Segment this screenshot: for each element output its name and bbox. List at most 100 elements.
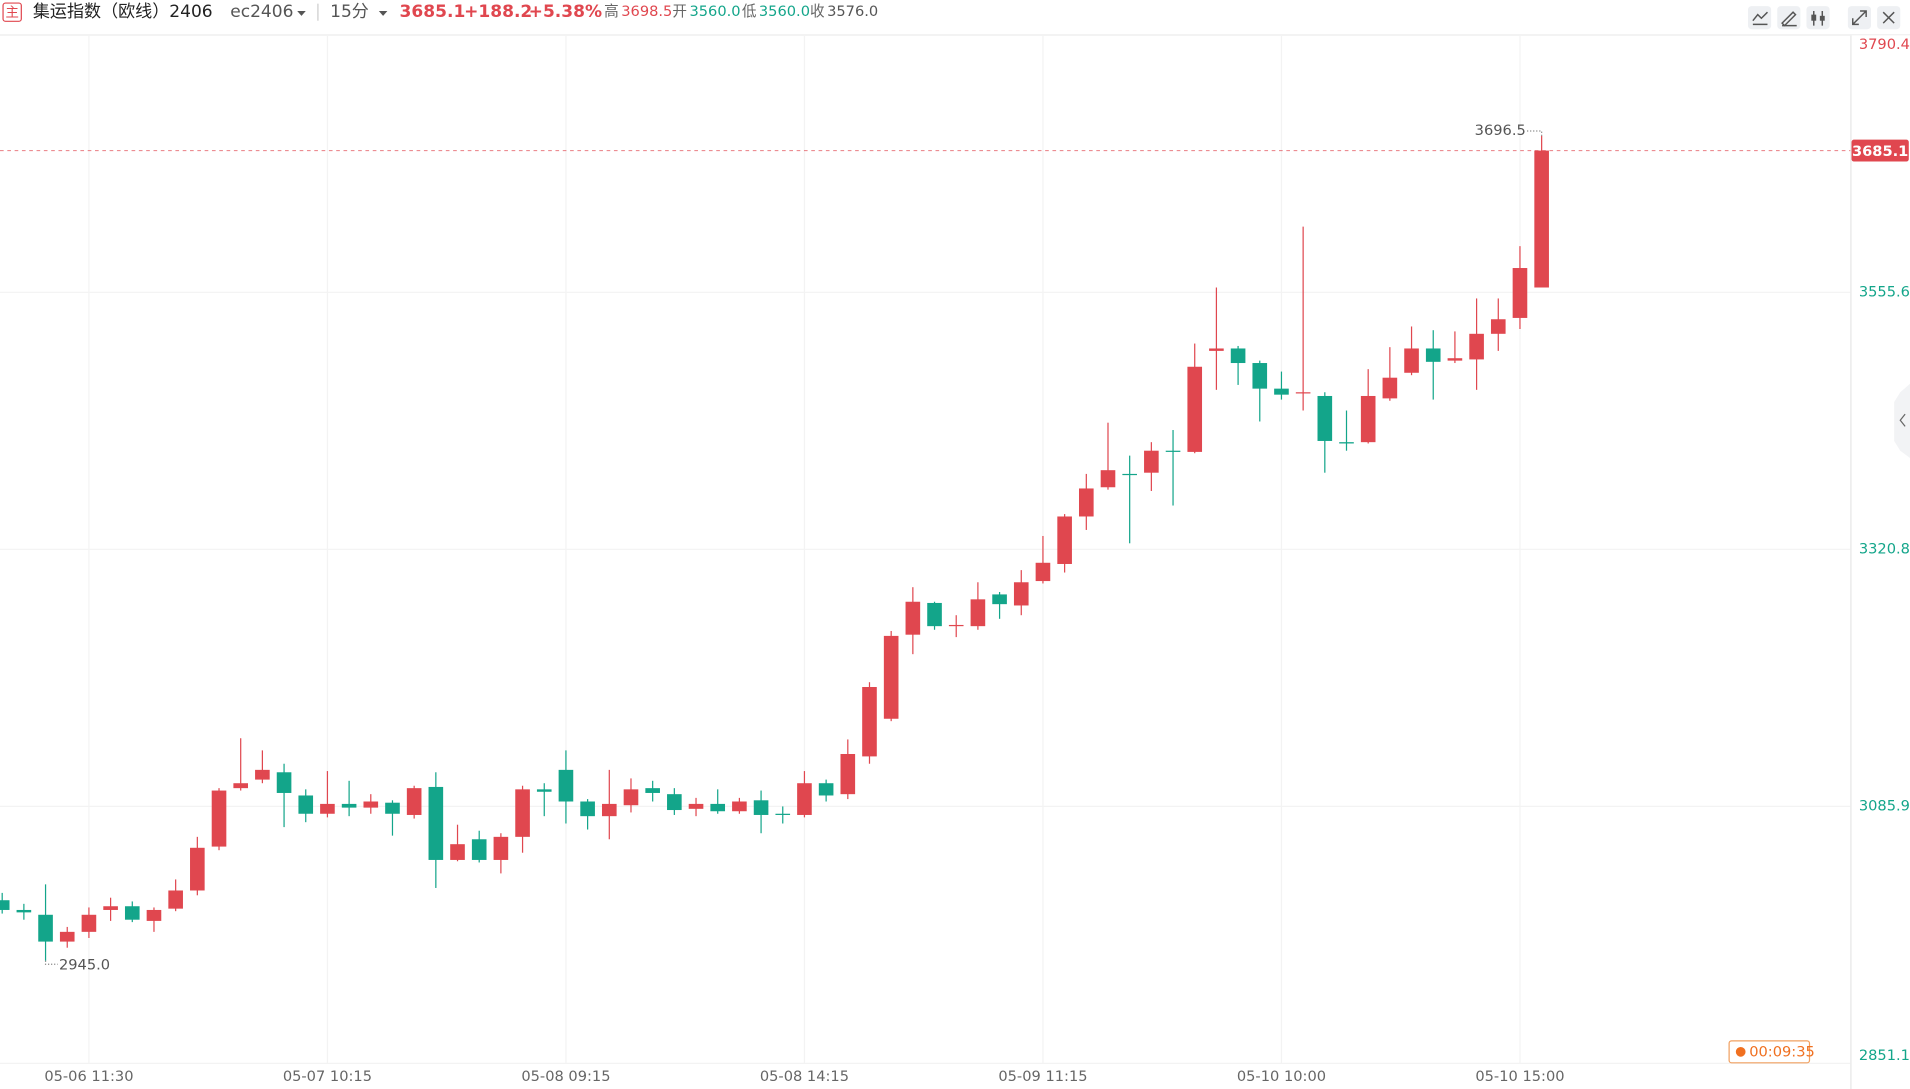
candle-body (1295, 392, 1311, 394)
candle-body (103, 906, 118, 910)
candle-body (753, 800, 769, 815)
y-tick-label: 2851.1 (1859, 1047, 1910, 1064)
candle-body (59, 931, 75, 942)
candle-body (428, 786, 444, 860)
candle-body (580, 801, 595, 817)
dropdown-caret[interactable] (297, 10, 306, 16)
tool-candle-icon (1811, 14, 1817, 21)
plot: 3790.4 3555.6 3320.8 3085.9 2851.1 05-06 11:3… (0, 34, 1910, 1085)
y-tick-label: 3085.9 (1859, 797, 1910, 814)
candle-body (276, 772, 292, 793)
candle-body (1079, 488, 1094, 517)
last-price-label: 3685.1 (1852, 143, 1908, 160)
candle-body (81, 914, 97, 932)
candle-body (732, 801, 747, 812)
candle-body (775, 813, 791, 815)
candle-body (1360, 395, 1376, 443)
tool-draw-icon (1781, 11, 1797, 27)
candle-body (840, 753, 856, 795)
candle-body (471, 839, 487, 860)
open-value: 3560.0 (689, 3, 740, 20)
candle-body (515, 789, 530, 837)
annotation-leader (1527, 130, 1543, 136)
candle-body (1144, 450, 1159, 473)
candle-body (1100, 470, 1116, 488)
tool-candle[interactable] (1806, 6, 1830, 30)
low-label: 低 (742, 3, 757, 20)
x-tick-label: 05-08 14:15 (760, 1068, 849, 1085)
high-annotation: 3696.5 (1475, 122, 1526, 139)
candle-body (1230, 348, 1246, 364)
candle-body (1382, 377, 1398, 399)
candle-body (211, 790, 227, 847)
x-tick-label: 05-09 11:15 (998, 1068, 1087, 1085)
candle-body (146, 909, 162, 921)
x-tick-label: 05-08 09:15 (521, 1068, 610, 1085)
instrument-code[interactable]: ec2406 (230, 2, 293, 22)
candle-body (688, 803, 704, 809)
toolbar (1747, 6, 1901, 30)
instrument-name[interactable]: 集运指数（欧线）2406 (33, 2, 213, 22)
candle-body (1512, 268, 1528, 318)
candle-body (645, 788, 660, 793)
candle-body (1404, 348, 1419, 373)
candle-body (406, 788, 422, 815)
candle-body (1317, 395, 1333, 441)
candle-body (536, 789, 552, 792)
candle-body (710, 803, 726, 812)
candle-body (1425, 348, 1441, 362)
tool-close-icon (1882, 11, 1895, 24)
candle-body (797, 783, 812, 815)
y-tick-label: 3790.4 (1859, 36, 1910, 53)
tool-indicator[interactable] (1747, 6, 1772, 30)
candle-body (667, 794, 682, 811)
side-panel-arrow (1899, 413, 1906, 427)
candle-body (1339, 442, 1354, 444)
candle-body (298, 795, 314, 814)
candle-body (1057, 516, 1072, 564)
candle-body (1165, 450, 1181, 452)
candle-body (190, 847, 205, 891)
badge: 主 (5, 5, 18, 21)
change: +188.2 (464, 2, 532, 22)
tool-candle-icon (1819, 15, 1825, 21)
candle-body (1187, 366, 1203, 452)
side-panel-toggle[interactable] (1894, 383, 1910, 459)
period[interactable]: 15分 (330, 2, 369, 22)
candle-body (1122, 473, 1137, 476)
candle-body (233, 783, 249, 789)
x-tick-label: 05-10 10:00 (1237, 1068, 1326, 1085)
candle-body (992, 594, 1007, 605)
candle-body (341, 803, 357, 808)
tool-indicator-icon (1752, 11, 1768, 26)
x-tick-label: 05-07 10:15 (283, 1068, 372, 1085)
dropdown-caret[interactable] (378, 10, 388, 16)
candle-body (905, 601, 921, 635)
candle-body (818, 783, 834, 796)
low-value: 3560.0 (759, 3, 810, 20)
candle-body (948, 624, 964, 627)
y-tick-label: 3320.8 (1859, 540, 1910, 557)
candle-body (1447, 358, 1463, 361)
candle-body (1490, 319, 1506, 334)
candle-body (363, 801, 379, 808)
open-label: 开 (672, 3, 687, 20)
candle-body (1209, 348, 1224, 351)
candle-body (558, 769, 574, 802)
badge-box (2, 2, 22, 22)
close-label: 收 (810, 3, 825, 20)
x-tick-label: 05-10 15:00 (1475, 1068, 1564, 1085)
annotation-leader (44, 960, 58, 965)
candle-body (883, 635, 899, 719)
candle-body (385, 802, 400, 814)
candle-body (124, 906, 140, 920)
candle-body (1469, 333, 1484, 360)
candle-body (450, 844, 465, 860)
countdown: 00:09:35 (1749, 1043, 1815, 1060)
change-pct: +5.38% (529, 2, 602, 22)
candle-body (16, 909, 32, 913)
candle-body (927, 602, 942, 627)
candle-body (970, 599, 986, 627)
